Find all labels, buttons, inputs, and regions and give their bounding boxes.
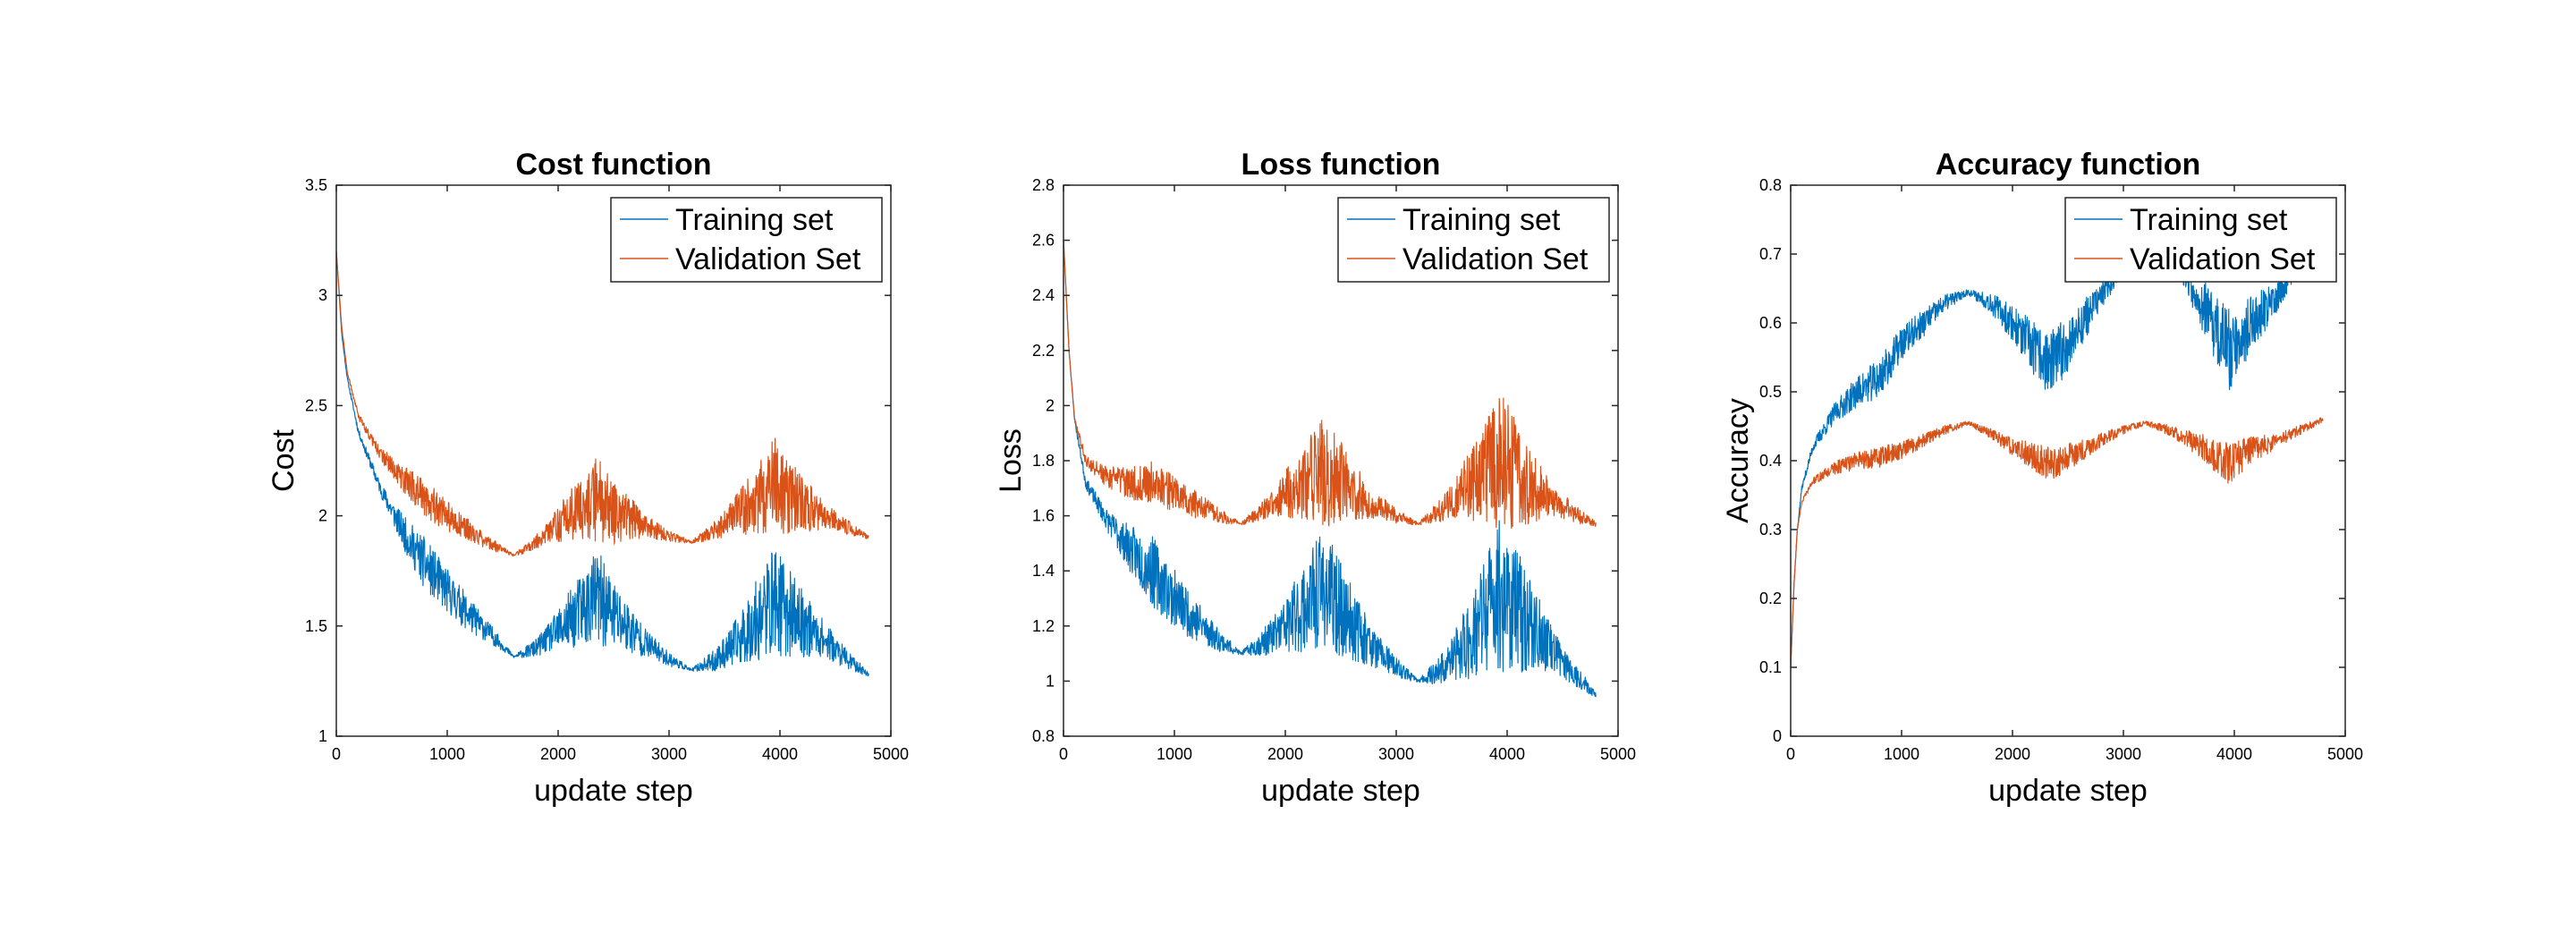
x-tick-label: 3000 <box>2106 745 2141 763</box>
legend: Training set Validation Set <box>1337 197 1610 283</box>
x-axis-label: update step <box>534 774 693 808</box>
legend-label: Validation Set <box>1402 242 1589 276</box>
y-tick-label: 1.5 <box>305 617 327 635</box>
x-axis-label: update step <box>1261 774 1420 808</box>
x-tick-label: 2000 <box>540 745 576 763</box>
x-tick-label: 4000 <box>2216 745 2252 763</box>
x-tick-label: 0 <box>332 745 341 763</box>
y-tick-label: 2.8 <box>1032 176 1055 194</box>
x-tick-label: 1000 <box>429 745 465 763</box>
x-tick-label: 3000 <box>651 745 687 763</box>
chart-title: Cost function <box>515 148 711 182</box>
y-tick-label: 1.6 <box>1032 507 1055 525</box>
chart-title: Loss function <box>1241 148 1441 182</box>
series-line-training-set <box>1790 224 2324 668</box>
y-axis-label: Loss <box>994 428 1028 493</box>
legend-label: Training set <box>1402 203 1561 237</box>
y-tick-label: 1 <box>318 727 327 745</box>
y-tick-label: 0.8 <box>1032 727 1055 745</box>
chart-panel-1: 0 1000 2000 3000 4000 5000 1 1.5 2 2.5 3 3.5 Cost fu… <box>267 148 909 808</box>
y-tick-label: 0.7 <box>1759 245 1782 263</box>
y-tick-label: 0.6 <box>1759 314 1782 332</box>
y-tick-label: 2.4 <box>1032 286 1055 304</box>
y-tick-label: 3.5 <box>305 176 327 194</box>
y-tick-label: 1.2 <box>1032 617 1055 635</box>
y-tick-label: 2.6 <box>1032 232 1055 250</box>
x-tick-label: 1000 <box>1884 745 1919 763</box>
y-tick-label: 0.4 <box>1759 452 1782 470</box>
x-tick-label: 0 <box>1786 745 1795 763</box>
legend-label: Validation Set <box>675 242 861 276</box>
y-tick-label: 1.8 <box>1032 452 1055 470</box>
x-tick-label: 2000 <box>1995 745 2030 763</box>
y-tick-label: 2.5 <box>305 396 327 414</box>
x-axis-label: update step <box>1988 774 2148 808</box>
x-tick-label: 1000 <box>1157 745 1192 763</box>
x-tick-label: 5000 <box>1600 745 1636 763</box>
x-tick-label: 2000 <box>1267 745 1303 763</box>
chart-panel-2: 0 1000 2000 3000 4000 5000 0.8 1 1.2 1.4 1.6 1.8 2 2.… <box>994 148 1636 808</box>
x-tick-label: 5000 <box>2327 745 2363 763</box>
y-axis-label: Cost <box>267 428 301 491</box>
legend-box <box>2064 197 2337 283</box>
y-tick-label: 2 <box>1046 396 1055 414</box>
y-tick-label: 3 <box>318 286 327 304</box>
legend-box <box>1337 197 1610 283</box>
legend-label: Validation Set <box>2130 242 2316 276</box>
x-tick-label: 5000 <box>873 745 909 763</box>
y-tick-label: 1.4 <box>1032 562 1055 580</box>
y-tick-label: 0.1 <box>1759 658 1782 676</box>
y-axis-label: Accuracy <box>1721 398 1755 523</box>
series-line-training-set <box>335 250 869 677</box>
legend-box <box>610 197 883 283</box>
legend: Training set Validation Set <box>2064 197 2337 283</box>
y-tick-label: 0.3 <box>1759 521 1782 539</box>
series-line-validation-set <box>1790 417 2324 668</box>
series-line-training-set <box>1063 240 1597 698</box>
x-tick-label: 4000 <box>1489 745 1525 763</box>
y-tick-label: 1 <box>1046 672 1055 690</box>
series-line-validation-set <box>1063 240 1597 530</box>
chart-panel-3: 0 1000 2000 3000 4000 5000 0 0.1 0.2 0.3 0.4 0.5 0.6… <box>1721 148 2363 808</box>
x-tick-label: 4000 <box>762 745 798 763</box>
x-tick-label: 3000 <box>1378 745 1414 763</box>
y-tick-label: 0.5 <box>1759 383 1782 401</box>
legend: Training set Validation Set <box>610 197 883 283</box>
y-tick-label: 2.2 <box>1032 342 1055 360</box>
y-tick-label: 2 <box>318 507 327 525</box>
series-line-validation-set <box>335 250 869 557</box>
y-tick-label: 0.2 <box>1759 590 1782 607</box>
y-tick-label: 0 <box>1773 727 1782 745</box>
legend-label: Training set <box>2130 203 2288 237</box>
y-tick-label: 0.8 <box>1759 176 1782 194</box>
chart-title: Accuracy function <box>1936 148 2201 182</box>
legend-label: Training set <box>675 203 834 237</box>
axes-box <box>335 184 892 737</box>
x-tick-label: 0 <box>1059 745 1068 763</box>
